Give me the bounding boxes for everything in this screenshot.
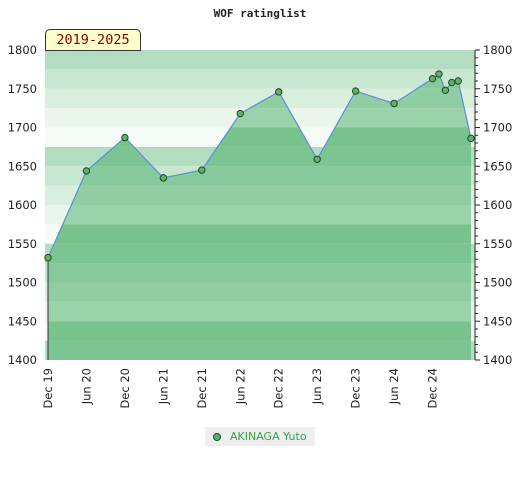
x-tick-label: Jun 24 — [387, 368, 401, 405]
data-point[interactable] — [44, 254, 52, 262]
x-tick: Jun 23 — [310, 368, 324, 405]
y-tick-label-left: 1500 — [8, 276, 37, 290]
y-tick-label-left: 1550 — [8, 237, 37, 251]
area-band — [48, 340, 471, 360]
data-point[interactable] — [121, 133, 129, 142]
bg-band — [45, 50, 475, 70]
x-tick: Jun 22 — [233, 368, 247, 405]
x-tick-label: Dec 21 — [195, 368, 209, 409]
x-tick-label: Jun 21 — [156, 368, 170, 405]
bg-band — [45, 69, 475, 89]
x-tick: Dec 24 — [426, 368, 440, 409]
x-tick-label: Dec 23 — [349, 368, 363, 409]
data-point[interactable] — [198, 166, 206, 174]
x-tick-label: Jun 20 — [79, 368, 93, 405]
area-band — [48, 321, 471, 341]
axes: 1400 1400 1450 1450 1500 1500 1550 1550 1600 1600… — [8, 43, 513, 409]
y-tick-label-left: 1400 — [8, 353, 37, 367]
y-tick-label-right: 1500 — [483, 276, 512, 290]
y-tick-label-left: 1750 — [8, 82, 37, 96]
x-tick: Jun 21 — [156, 368, 170, 405]
area-band — [48, 243, 471, 264]
area-band — [48, 301, 471, 322]
y-tick-label-right: 1700 — [483, 121, 512, 135]
series-line — [47, 73, 472, 258]
area-band — [48, 224, 471, 244]
data-points — [44, 70, 475, 262]
data-point[interactable] — [82, 167, 91, 175]
data-point[interactable] — [435, 70, 443, 78]
x-tick: Dec 22 — [272, 368, 286, 409]
x-tick: Dec 20 — [118, 368, 132, 409]
x-tick-label: Dec 19 — [41, 368, 55, 409]
y-tick-label-right: 1400 — [483, 353, 512, 367]
y-tick-label-right: 1550 — [483, 237, 512, 251]
data-point[interactable] — [467, 134, 475, 143]
data-point[interactable] — [351, 87, 360, 95]
y-tick-label-right: 1450 — [483, 314, 512, 328]
y-tick-label-left: 1600 — [8, 198, 37, 212]
x-tick: Jun 24 — [387, 368, 401, 405]
data-point[interactable] — [159, 174, 168, 182]
data-point[interactable] — [390, 99, 398, 108]
data-point[interactable] — [428, 74, 437, 83]
data-point[interactable] — [441, 86, 450, 95]
data-point[interactable] — [448, 78, 456, 87]
data-point[interactable] — [313, 155, 321, 163]
area-band — [48, 185, 471, 205]
area-band — [48, 205, 471, 225]
area-band — [48, 282, 471, 302]
legend-label: AKINAGA Yuto — [230, 430, 307, 443]
x-tick: Jun 20 — [79, 368, 93, 405]
x-tick-label: Dec 20 — [118, 368, 132, 409]
x-tick-label: Dec 24 — [426, 368, 440, 409]
data-point[interactable] — [275, 88, 283, 96]
x-tick-label: Dec 22 — [272, 368, 286, 409]
x-tick-label: Jun 23 — [310, 368, 324, 405]
data-point[interactable] — [454, 77, 462, 85]
data-point[interactable] — [236, 109, 244, 118]
y-tick-label-left: 1700 — [8, 121, 37, 135]
legend-marker-icon — [213, 432, 221, 441]
area-band — [48, 263, 471, 283]
y-tick-label-left: 1650 — [8, 159, 37, 173]
y-tick-label-right: 1600 — [483, 198, 512, 212]
area-band — [48, 166, 471, 186]
x-tick-label: Jun 22 — [233, 368, 247, 405]
x-tick: Dec 21 — [195, 368, 209, 409]
chart-title: WOF ratinglist — [214, 7, 307, 20]
y-tick-label-left: 1800 — [8, 43, 37, 57]
legend[interactable]: AKINAGA Yuto — [205, 427, 315, 446]
y-tick-label-right: 1750 — [483, 82, 512, 96]
period-badge: 2019-2025 — [45, 29, 141, 51]
y-tick-label-left: 1450 — [8, 314, 37, 328]
x-tick: Dec 19 — [41, 368, 55, 409]
y-tick-label-right: 1800 — [483, 43, 512, 57]
y-tick-label-right: 1650 — [483, 159, 512, 173]
x-tick: Dec 23 — [349, 368, 363, 409]
